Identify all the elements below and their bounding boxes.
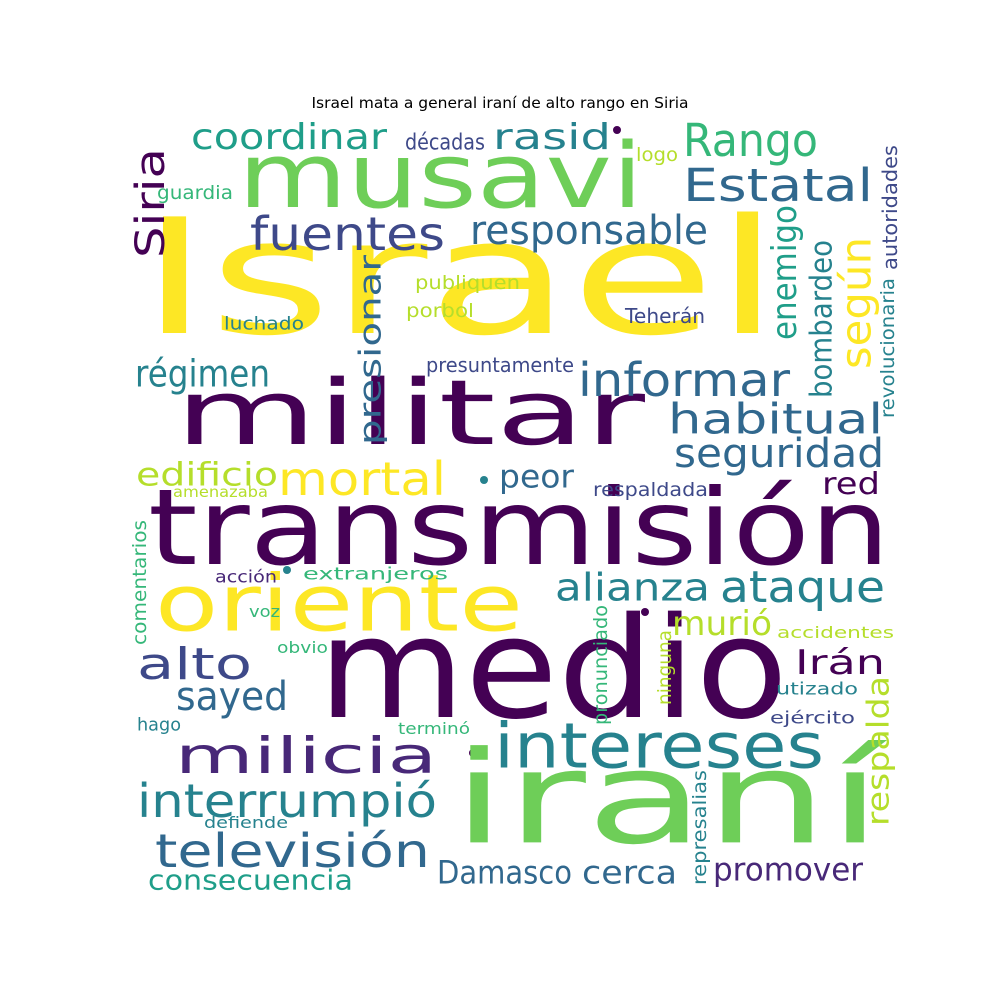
word-cloud-word: iraní [452,724,887,873]
word-cloud-word: defiende [204,813,288,832]
word-cloud-word: ejército [770,709,855,729]
word-cloud-word: comentarios [129,520,151,645]
word-cloud-word: interrumpió [137,774,437,828]
word-cloud-word: Israel [140,184,780,371]
word-cloud-word: acción [215,568,277,588]
word-cloud-word: amenazaba [173,483,268,501]
word-cloud-word: Siria [128,148,174,258]
word-cloud-word: Teherán [624,304,705,328]
word-cloud-word: habitual [668,395,883,444]
word-cloud-word: oriente [155,559,523,649]
word-cloud-word: luchado [224,313,304,334]
word-cloud-word: transmisión [148,467,890,589]
word-cloud-dot [469,749,477,757]
word-cloud-word: voz [249,602,280,621]
word-cloud-word: alianza [555,565,710,609]
word-cloud-word: enemigo [765,205,805,340]
word-cloud-word: extranjeros [303,565,448,585]
word-cloud-word: respaldada [593,479,708,501]
word-cloud-word: coordinar [191,117,387,158]
word-cloud-word: presionar [354,254,389,445]
word-cloud-word: utizado [776,680,858,700]
word-cloud-word: rasid [493,117,611,158]
word-cloud-word: Irán [795,643,885,683]
word-cloud-word: sayed [176,674,288,720]
word-cloud-word: ninguna [654,630,676,705]
word-cloud-word: represalias [689,770,711,885]
word-cloud-word: autoridades [878,145,902,270]
word-cloud-dot [283,566,291,574]
word-cloud-word: según [832,237,881,369]
word-cloud-word: décadas [405,131,485,156]
word-cloud-word: intereses [494,710,824,783]
word-cloud-word: porbol [406,300,474,322]
word-cloud-word: consecuencia [148,863,353,896]
word-cloud-word: alto [137,639,252,690]
word-cloud-word: terminó [398,719,470,738]
word-cloud-word: musavi [238,124,643,229]
word-cloud-word: respalda [862,676,897,826]
word-cloud-word: medio [318,588,788,751]
word-cloud-word: televisión [155,824,430,878]
word-cloud-word: ataque [720,562,885,613]
word-cloud-word: pronunciado [590,605,612,725]
word-cloud-word: logo [636,144,678,166]
word-cloud-dot [480,476,488,484]
word-cloud-word: presuntamente [426,353,574,377]
word-cloud-dot [613,126,621,134]
word-cloud-word: milicia [175,727,437,785]
word-cloud-word: responsable [470,208,708,254]
word-cloud-word: cerca [582,854,677,892]
word-cloud-word: publiquen [415,272,520,294]
word-cloud-word: obvio [277,638,328,657]
word-cloud-word: militar [175,361,645,466]
word-cloud-word: accidentes [777,623,894,642]
word-cloud-word: red [822,467,880,502]
word-cloud-word: edificio [136,456,278,494]
word-cloud-word: mortal [278,452,446,506]
word-cloud-word: bombardeo [805,240,840,398]
word-cloud-word: seguridad [674,431,884,477]
word-cloud-word: revolucionaria [877,278,899,418]
word-cloud-word: Estatal [683,159,873,212]
word-cloud-word: peor [499,458,575,496]
word-cloud-word: promover [713,851,864,889]
chart-title: Israel mata a general iraní de alto rang… [311,94,689,112]
word-cloud-word: Rango [683,114,818,167]
word-cloud-word: guardia [157,182,233,204]
word-cloud-dot [641,608,649,616]
word-cloud-word: fuentes [250,207,445,261]
word-cloud-word: murió [672,604,772,644]
word-cloud-word: hago [137,714,181,735]
word-cloud-word: informar [578,353,790,407]
word-cloud-word: régimen [135,353,270,396]
word-cloud-word: Damasco [437,854,572,892]
